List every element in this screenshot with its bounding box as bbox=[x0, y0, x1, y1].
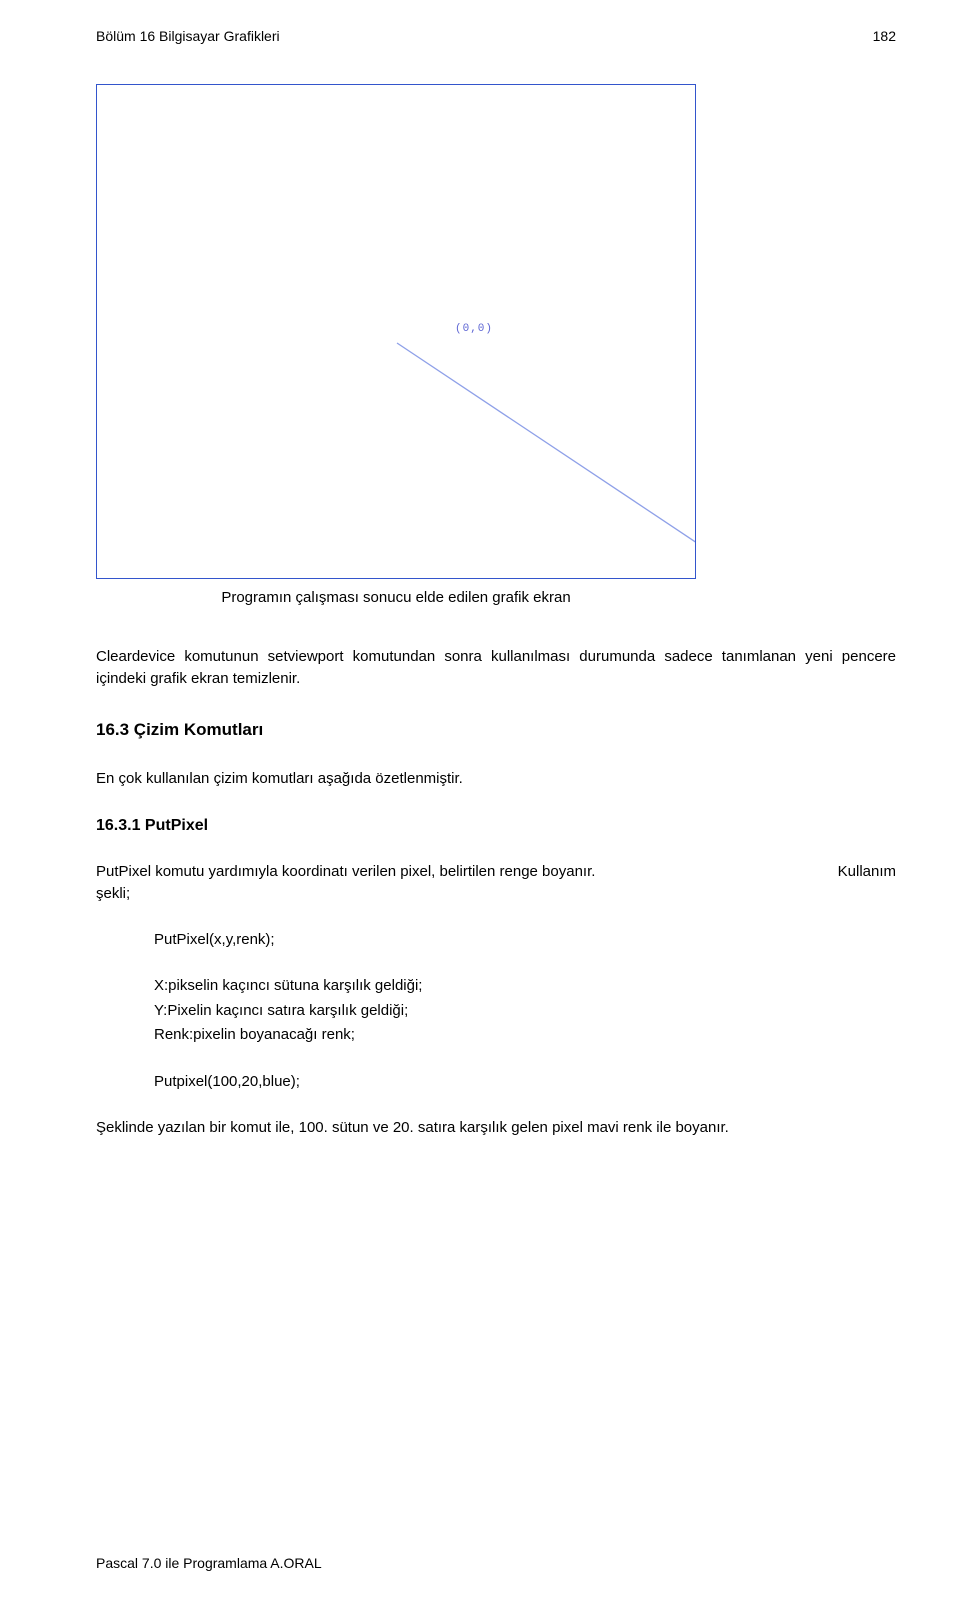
code-call-example-2: Putpixel(100,20,blue); bbox=[154, 1071, 896, 1094]
code-call-example: PutPixel(x,y,renk); bbox=[154, 929, 896, 952]
def-y: Y:Pixelin kaçıncı satıra karşılık geldiğ… bbox=[154, 1000, 896, 1023]
code-line-putpixel-blue: Putpixel(100,20,blue); bbox=[154, 1071, 896, 1094]
paragraph-cleardevice: Cleardevice komutunun setviewport komutu… bbox=[96, 646, 896, 690]
header-left: Bölüm 16 Bilgisayar Grafikleri bbox=[96, 28, 280, 44]
page-footer: Pascal 7.0 ile Programlama A.ORAL bbox=[96, 1555, 322, 1571]
paragraph-result: Şeklinde yazılan bir komut ile, 100. süt… bbox=[96, 1117, 896, 1139]
putpixel-desc-tail: şekli; bbox=[96, 885, 130, 902]
figure-diagonal-line bbox=[397, 343, 696, 543]
header-page-number: 182 bbox=[873, 28, 896, 44]
figure-origin-label: (0,0) bbox=[455, 323, 493, 335]
def-renk: Renk:pixelin boyanacağı renk; bbox=[154, 1024, 896, 1047]
putpixel-desc-main: PutPixel komutu yardımıyla koordinatı ve… bbox=[96, 863, 595, 880]
def-x: X:pikselin kaçıncı sütuna karşılık geldi… bbox=[154, 975, 896, 998]
paragraph-putpixel-desc: PutPixel komutu yardımıyla koordinatı ve… bbox=[96, 861, 896, 905]
figure-box: (0,0) bbox=[96, 84, 696, 579]
code-line-putpixel-call: PutPixel(x,y,renk); bbox=[154, 929, 896, 952]
param-definitions: X:pikselin kaçıncı sütuna karşılık geldi… bbox=[154, 975, 896, 1047]
page-header: Bölüm 16 Bilgisayar Grafikleri 182 bbox=[96, 28, 896, 44]
paragraph-intro: En çok kullanılan çizim komutları aşağıd… bbox=[96, 768, 896, 790]
figure-svg bbox=[97, 85, 696, 579]
heading-putpixel: 16.3.1 PutPixel bbox=[96, 817, 896, 835]
putpixel-desc-right: Kullanım bbox=[838, 861, 896, 883]
heading-cizim-komutlari: 16.3 Çizim Komutları bbox=[96, 720, 896, 740]
figure-caption: Programın çalışması sonucu elde edilen g… bbox=[96, 589, 696, 606]
page: Bölüm 16 Bilgisayar Grafikleri 182 (0,0)… bbox=[0, 0, 960, 1605]
